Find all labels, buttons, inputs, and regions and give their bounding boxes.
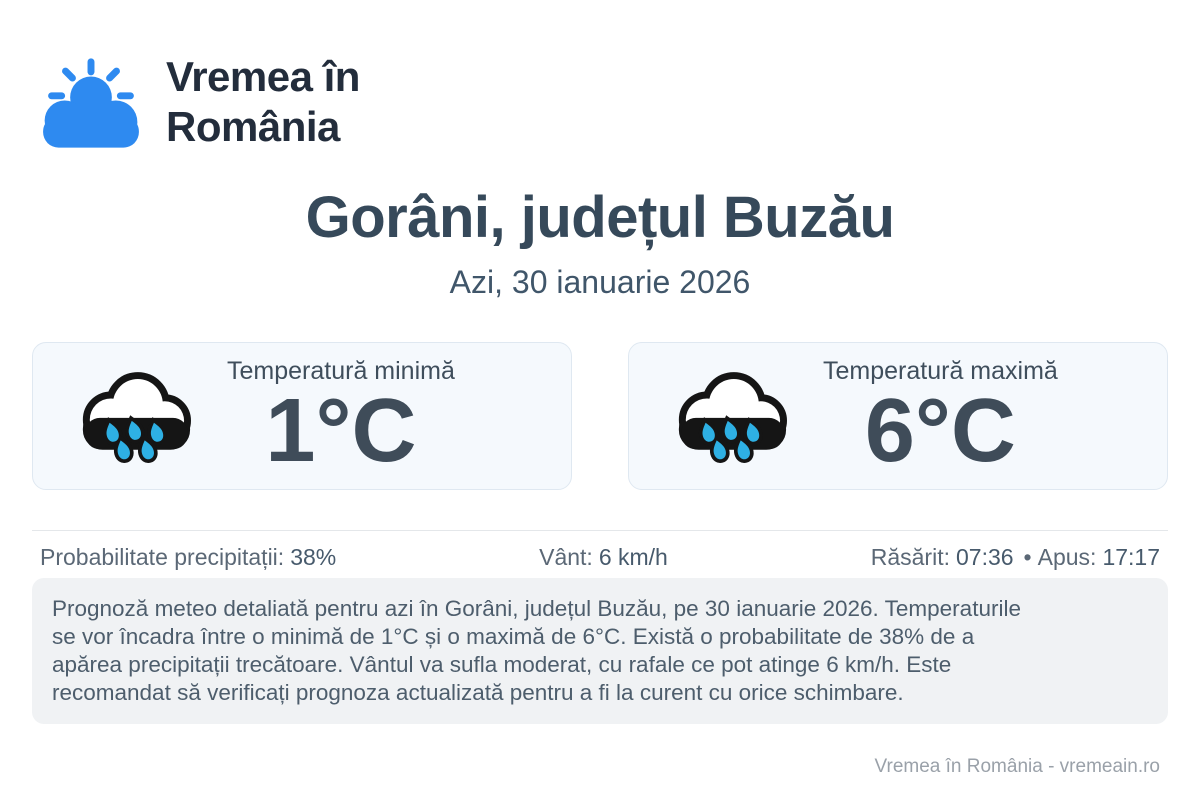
min-temperature-value: 1°C [265,381,417,482]
min-temperature-text: Temperatură minimă 1°C [227,357,455,482]
site-name-line1: Vremea în [166,53,360,101]
forecast-line: apărea precipitații trecătoare. Vântul v… [52,652,952,677]
sun-behind-cloud-icon [43,58,139,148]
footer-credit: Vremea în România - vremeain.ro [874,756,1160,777]
wind-value: 6 km/h [598,544,668,570]
rain-cloud-icon [678,372,787,463]
sunset-value: 17:17 [1102,544,1160,570]
site-name: Vremea în România [166,52,360,151]
wind-label: Vânt: [539,544,593,570]
sun-times-stat: Răsărit: 07:36 • Apus: 17:17 [871,544,1160,571]
max-temperature-value: 6°C [864,381,1016,482]
precipitation-label: Probabilitate precipitații: [40,544,285,570]
sunset-label: Apus: [1037,544,1097,570]
page-subtitle: Azi, 30 ianuarie 2026 [449,264,751,300]
site-name-line2: România [166,103,340,150]
wind-stat: Vânt: 6 km/h [539,544,668,571]
rain-cloud-icon [82,372,191,463]
sunrise-label: Răsărit: [870,544,950,570]
max-temperature-label: Temperatură maximă [823,357,1058,386]
sunrise-value: 07:36 [955,544,1014,570]
forecast-summary: Prognoză meteo detaliată pentru azi în G… [32,578,1168,724]
min-temperature-label: Temperatură minimă [227,357,455,386]
max-temperature-card: Temperatură maximă 6°C [628,342,1168,490]
min-temperature-card: Temperatură minimă 1°C [32,342,572,490]
temperature-cards: Temperatură minimă 1°C [32,342,1168,490]
site-logo[interactable]: Vremea în România [40,50,360,154]
precipitation-value: 38% [290,544,337,570]
page-title: Gorâni, județul Buzău [305,185,895,250]
forecast-line: recomandat să verificați prognoza actual… [52,680,904,705]
forecast-line: se vor încadra între o minimă de 1°C și … [52,624,975,649]
bullet-separator: • [1023,544,1032,570]
precipitation-stat: Probabilitate precipitații: 38% [40,544,336,571]
weather-stats-row: Probabilitate precipitații: 38% Vânt: 6 km… [32,530,1168,571]
forecast-line: Prognoză meteo detaliată pentru azi în G… [52,596,1021,621]
max-temperature-text: Temperatură maximă 6°C [823,357,1058,482]
